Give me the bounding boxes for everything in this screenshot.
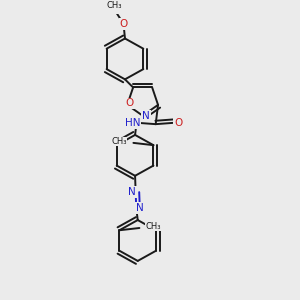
Text: O: O	[125, 98, 134, 108]
Text: N: N	[128, 187, 136, 197]
Text: N: N	[142, 111, 150, 121]
Text: HN: HN	[125, 118, 140, 128]
Text: O: O	[119, 19, 128, 29]
Text: CH₃: CH₃	[146, 222, 161, 231]
Text: N: N	[136, 203, 144, 213]
Text: CH₃: CH₃	[106, 2, 122, 10]
Text: CH₃: CH₃	[111, 137, 127, 146]
Text: O: O	[174, 118, 182, 128]
